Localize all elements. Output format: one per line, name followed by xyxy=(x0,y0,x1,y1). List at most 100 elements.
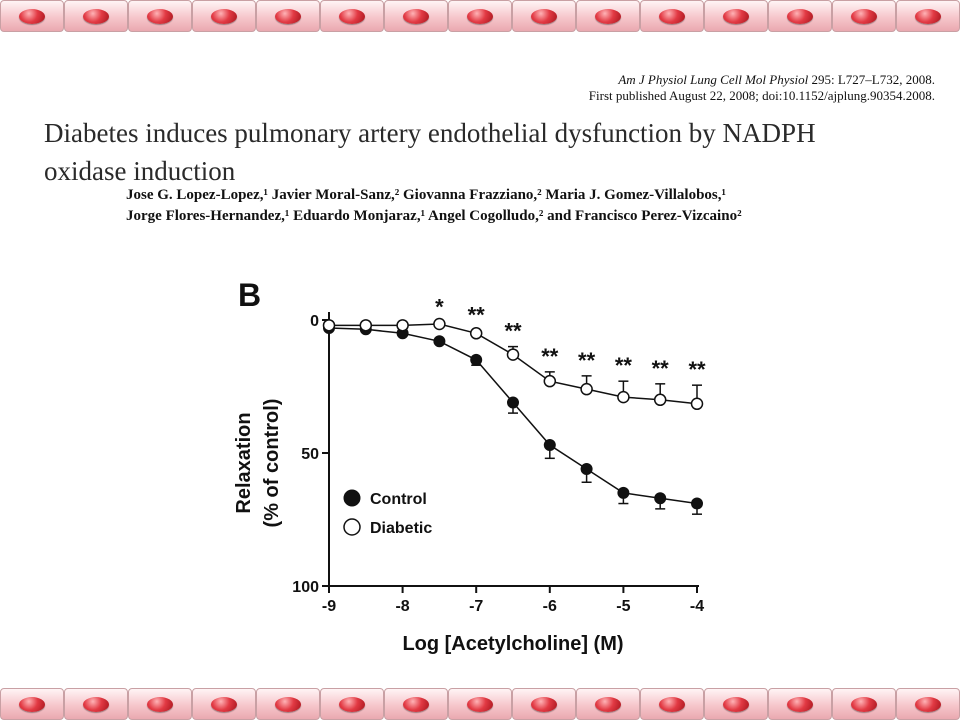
red-oval-icon xyxy=(403,9,429,24)
significance-marker: ** xyxy=(578,348,596,373)
control-point xyxy=(580,462,593,475)
red-oval-icon xyxy=(211,9,237,24)
red-oval-icon xyxy=(723,697,749,712)
legend-diabetic-label: Diabetic xyxy=(370,520,432,537)
paper-title-line-1: Diabetes induces pulmonary artery endoth… xyxy=(44,118,816,148)
x-tick-label: -9 xyxy=(322,598,336,615)
significance-marker: ** xyxy=(468,303,486,328)
diabetic-point xyxy=(469,327,483,340)
journal-citation: Am J Physiol Lung Cell Mol Physiol 295: … xyxy=(415,72,935,104)
border-tile xyxy=(832,688,896,720)
citation-line-1: Am J Physiol Lung Cell Mol Physiol 295: … xyxy=(415,72,935,88)
y-axis-subtitle: (% of control) xyxy=(261,399,283,528)
y-tick-label: 100 xyxy=(292,579,319,596)
x-tick-label: -6 xyxy=(543,598,557,615)
border-tile xyxy=(576,0,640,32)
border-tile xyxy=(384,0,448,32)
y-tick-label: 0 xyxy=(310,313,319,330)
significance-marker: ** xyxy=(504,319,522,344)
border-tile xyxy=(640,688,704,720)
significance-marker: * xyxy=(435,295,444,320)
border-tile xyxy=(192,0,256,32)
red-oval-icon xyxy=(83,9,109,24)
border-tile xyxy=(128,688,192,720)
red-oval-icon xyxy=(787,9,813,24)
diabetic-point xyxy=(322,319,336,332)
significance-marker: ** xyxy=(541,344,559,369)
diabetic-point xyxy=(506,348,520,361)
red-oval-icon xyxy=(211,697,237,712)
x-tick-label: -5 xyxy=(616,598,630,615)
x-tick-label: -4 xyxy=(690,598,704,615)
diabetic-point xyxy=(433,317,446,331)
legend-diabetic-marker xyxy=(343,518,361,536)
border-tile xyxy=(128,0,192,32)
x-axis-title: Log [Acetylcholine] (M) xyxy=(402,633,623,655)
border-tile xyxy=(384,688,448,720)
significance-marker: ** xyxy=(615,353,633,378)
border-tile xyxy=(512,0,576,32)
red-oval-icon xyxy=(531,9,557,24)
paper-title: Diabetes induces pulmonary artery endoth… xyxy=(44,114,904,190)
control-point xyxy=(507,396,519,409)
border-tile xyxy=(320,688,384,720)
journal-name: Am J Physiol Lung Cell Mol Physiol xyxy=(618,72,809,87)
border-tile xyxy=(448,0,512,32)
red-oval-icon xyxy=(915,697,941,712)
control-point xyxy=(543,439,556,452)
author-line-2: Jorge Flores-Hernandez,¹ Eduardo Monjara… xyxy=(126,208,742,224)
red-oval-icon xyxy=(595,9,621,24)
border-tile xyxy=(768,0,832,32)
red-oval-icon xyxy=(339,697,365,712)
diabetic-point xyxy=(690,397,704,411)
red-oval-icon xyxy=(403,697,429,712)
top-border-strip xyxy=(0,0,960,32)
legend-control-marker xyxy=(343,489,361,507)
border-tile xyxy=(256,688,320,720)
panel-label: B xyxy=(238,277,261,313)
red-oval-icon xyxy=(467,697,493,712)
y-axis-title: Relaxation xyxy=(233,412,255,513)
control-point xyxy=(654,492,667,505)
x-tick-label: -8 xyxy=(395,598,409,615)
border-tile xyxy=(64,0,128,32)
red-oval-icon xyxy=(851,9,877,24)
red-oval-icon xyxy=(147,697,173,712)
diabetic-point xyxy=(543,374,557,388)
red-oval-icon xyxy=(659,697,685,712)
border-tile xyxy=(64,688,128,720)
red-oval-icon xyxy=(83,697,109,712)
first-published-line: First published August 22, 2008; doi:10.… xyxy=(588,88,935,103)
red-oval-icon xyxy=(19,9,45,24)
red-oval-icon xyxy=(19,697,45,712)
author-list: Jose G. Lopez-Lopez,¹ Javier Moral-Sanz,… xyxy=(126,185,926,227)
y-tick-label: 50 xyxy=(301,446,319,463)
volume-pages: 295: L727–L732, 2008. xyxy=(808,72,936,87)
border-tile xyxy=(0,0,64,32)
red-oval-icon xyxy=(147,9,173,24)
diabetic-point xyxy=(653,393,667,407)
red-oval-icon xyxy=(723,9,749,24)
red-oval-icon xyxy=(531,697,557,712)
significance-marker: ** xyxy=(652,356,670,381)
red-oval-icon xyxy=(851,697,877,712)
control-point xyxy=(617,486,630,499)
control-point xyxy=(433,335,446,348)
diabetic-point xyxy=(396,319,409,332)
diabetic-point xyxy=(580,382,593,396)
red-oval-icon xyxy=(275,9,301,24)
paper-title-line-2: oxidase induction xyxy=(44,156,236,186)
legend-control-label: Control xyxy=(370,491,427,508)
border-tile xyxy=(320,0,384,32)
significance-marker: ** xyxy=(688,357,706,382)
red-oval-icon xyxy=(339,9,365,24)
border-tile xyxy=(640,0,704,32)
diabetic-point xyxy=(359,319,373,332)
x-tick-label: -7 xyxy=(469,598,483,615)
author-line-1: Jose G. Lopez-Lopez,¹ Javier Moral-Sanz,… xyxy=(126,187,726,203)
border-tile xyxy=(832,0,896,32)
red-oval-icon xyxy=(787,697,813,712)
red-oval-icon xyxy=(275,697,301,712)
border-tile xyxy=(256,0,320,32)
